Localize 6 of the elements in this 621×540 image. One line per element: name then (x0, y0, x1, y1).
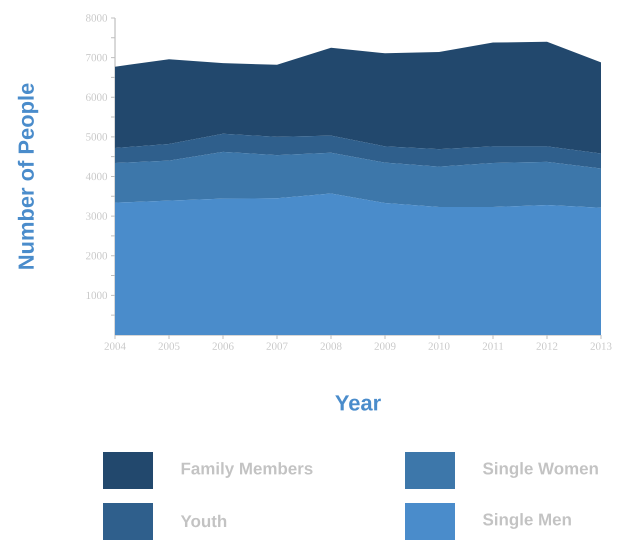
legend-label: Single Men (483, 513, 571, 529)
y-axis-title: Number of People (18, 83, 38, 269)
legend-label: Single Women (483, 462, 598, 478)
legend-label: Family Members (182, 462, 313, 478)
x-axis-title: Year (335, 395, 381, 411)
legend-label: Youth (180, 514, 226, 528)
